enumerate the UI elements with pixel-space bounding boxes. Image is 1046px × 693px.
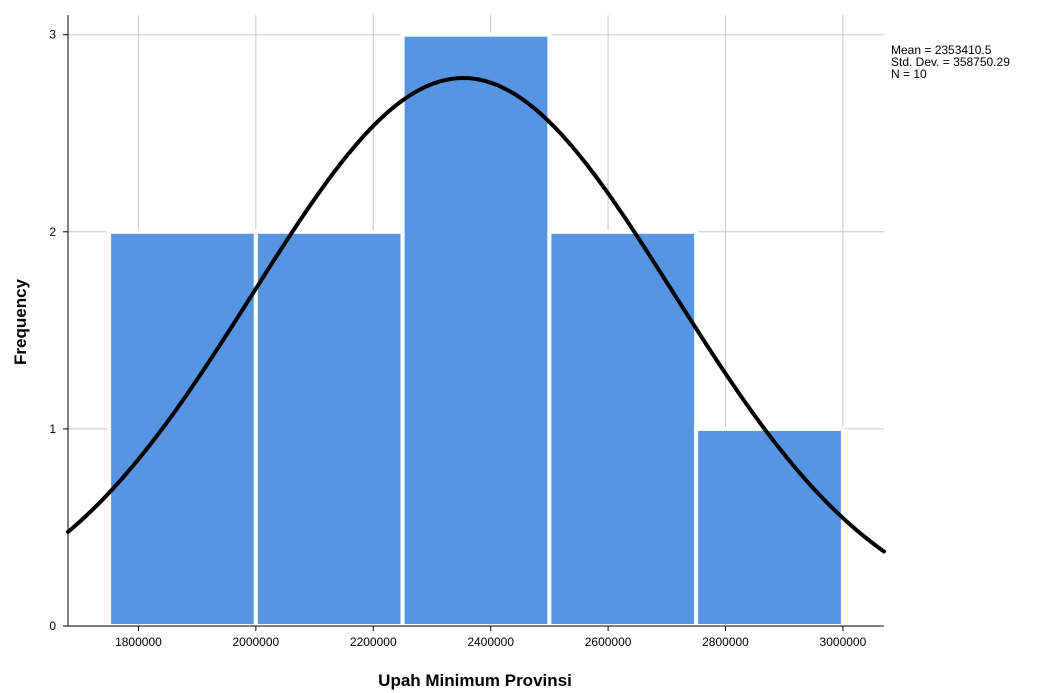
x-tick-label: 2600000 xyxy=(585,635,632,649)
statistics-legend: Mean = 2353410.5 Std. Dev. = 358750.29 N… xyxy=(891,43,1010,81)
x-tick-label: 2000000 xyxy=(232,635,279,649)
histogram-bar xyxy=(400,32,552,629)
histogram-bars xyxy=(107,32,845,629)
histogram-bar xyxy=(107,229,258,628)
histogram-bar xyxy=(253,229,405,628)
y-axis-title: Frequency xyxy=(11,278,30,365)
stats-n: N = 10 xyxy=(891,67,927,81)
histogram-bar xyxy=(694,426,845,628)
x-tick-label: 3000000 xyxy=(820,635,867,649)
x-tick-label: 2400000 xyxy=(467,635,514,649)
axes xyxy=(63,15,884,631)
tick-labels: 0 1 2 3 1800000 2000000 2200000 2400000 2600000 2… xyxy=(49,28,866,649)
y-tick-label: 1 xyxy=(49,422,56,436)
x-axis-title: Upah Minimum Provinsi xyxy=(378,671,572,690)
y-tick-label: 2 xyxy=(49,225,56,239)
stats-std-dev: Std. Dev. = 358750.29 xyxy=(891,55,1010,69)
x-tick-label: 1800000 xyxy=(115,635,162,649)
y-tick-label: 3 xyxy=(49,28,56,42)
y-tick-label: 0 xyxy=(49,619,56,633)
normal-curve xyxy=(66,76,886,554)
x-tick-label: 2200000 xyxy=(350,635,397,649)
normal-curve-line xyxy=(66,76,886,554)
x-tick-label: 2800000 xyxy=(702,635,749,649)
stats-mean: Mean = 2353410.5 xyxy=(891,43,992,57)
